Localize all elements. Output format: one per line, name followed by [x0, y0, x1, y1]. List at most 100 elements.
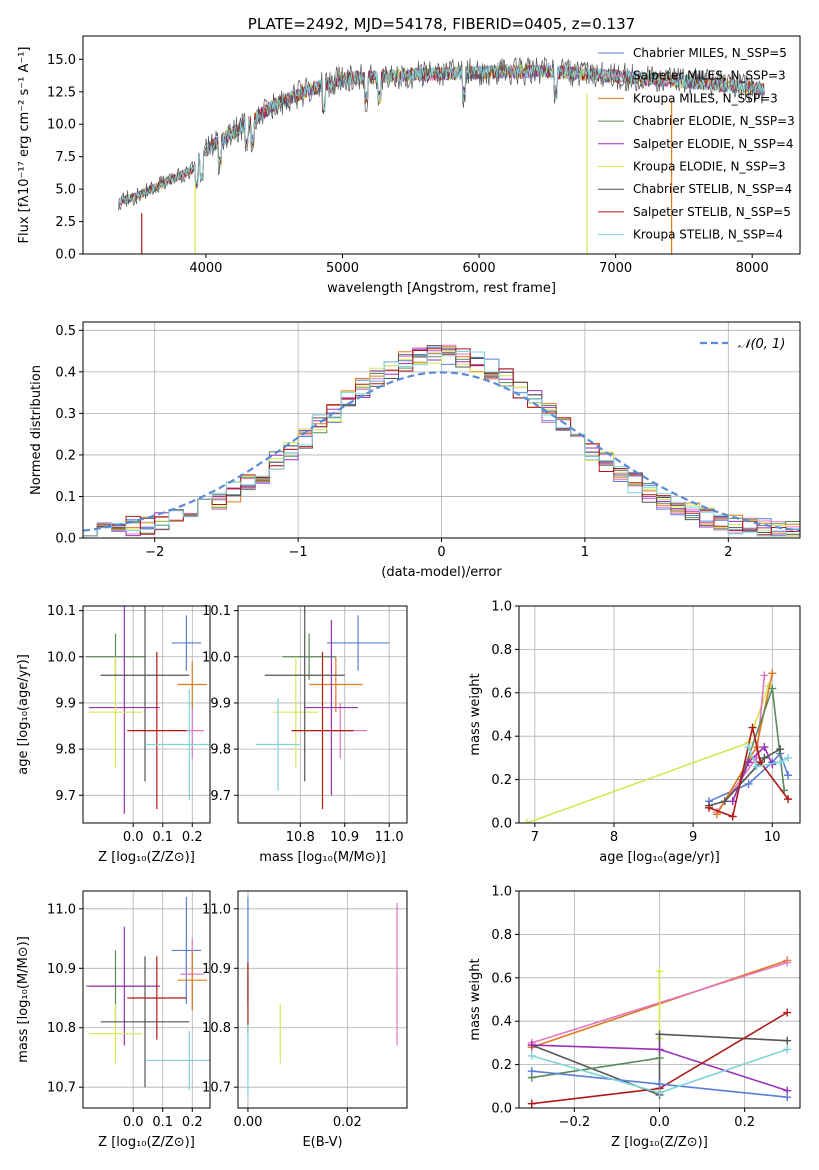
x-tick-label: 0.0 [649, 1115, 670, 1130]
x-tick-label: 11.0 [375, 830, 404, 845]
weight-marker [527, 1099, 536, 1108]
weight-marker [655, 1054, 664, 1063]
x-axis-label: (data-model)/error [381, 565, 502, 580]
y-tick-label: 10.8 [47, 1021, 76, 1036]
residuals-plot-area [83, 344, 800, 538]
spectrum-plot-area [118, 56, 765, 254]
x-tick-label: −2 [145, 545, 164, 560]
axes-frame [237, 890, 408, 1109]
spectrum-line-chabrier-stelib [118, 56, 765, 211]
weight-marker [783, 958, 792, 967]
weight-marker [655, 1030, 664, 1039]
weight-marker [760, 743, 769, 752]
y-tick-label: 10.1 [202, 604, 231, 619]
x-tick-label: −1 [289, 545, 308, 560]
y-tick-label: 11.0 [47, 902, 76, 917]
y-axis-label: mass weight [468, 958, 483, 1040]
legend-entry: Kroupa STELIB, N_SSP=4 [633, 228, 783, 242]
x-tick-label: 10.8 [286, 830, 315, 845]
y-tick-label: 10.7 [202, 1081, 231, 1096]
y-tick-label: 10.0 [47, 650, 76, 665]
y-tick-label: 0.3 [55, 407, 76, 422]
weight-marker [704, 803, 713, 812]
axes-frame [237, 605, 408, 824]
y-tick-label: 12.5 [47, 85, 76, 100]
legend-entry: Kroupa MILES, N_SSP=3 [633, 91, 778, 105]
x-tick-label: 0.02 [333, 1115, 362, 1130]
legend-entry: Kroupa ELODIE, N_SSP=3 [633, 160, 786, 174]
legend-entry: Chabrier STELIB, N_SSP=4 [633, 182, 792, 196]
weight-marker [655, 967, 664, 976]
axes-frame [518, 605, 801, 824]
y-tick-label: 9.7 [55, 789, 76, 804]
weight-line [708, 748, 781, 807]
x-tick-label: 8000 [736, 261, 769, 276]
y-tick-label: 0.8 [491, 643, 512, 658]
y-axis-label: Flux [fλ10⁻¹⁷ erg cm⁻² s⁻¹ A⁻¹] [17, 47, 32, 244]
x-tick-label: 4000 [189, 261, 222, 276]
x-axis-label: Z [log₁₀(Z/Z⊙)] [98, 1135, 195, 1150]
weight-line [531, 1057, 660, 1079]
x-tick-label: 8 [610, 830, 618, 845]
y-tick-label: 10.9 [47, 962, 76, 977]
y-tick-label: 0.0 [491, 817, 512, 832]
y-tick-label: 10.0 [47, 118, 76, 133]
x-axis-label: mass [log₁₀(M/M⊙)] [259, 850, 386, 865]
y-tick-label: 0.0 [55, 248, 76, 263]
y-tick-label: 0.4 [491, 730, 512, 745]
y-tick-label: 0.2 [491, 1058, 512, 1073]
y-tick-label: 9.8 [210, 743, 231, 758]
weight-marker [760, 753, 769, 762]
y-tick-label: 10.8 [202, 1021, 231, 1036]
y-tick-label: 10.1 [47, 604, 76, 619]
x-tick-label: 7 [531, 830, 539, 845]
weight_vs_age-panel: 7 8 9 10 0.0 0.2 0.4 0.6 0.8 1.0 age [log₁₀(age/yr… [468, 600, 801, 865]
y-tick-label: 0.0 [55, 532, 76, 547]
y-tick-label: 0.5 [55, 324, 76, 339]
x-tick-label: 0.0 [123, 830, 144, 845]
age_vs_Z-plot-area [85, 606, 210, 814]
age_vs_Z-panel: 0.0 0.1 0.2 9.7 9.8 9.9 10.0 10.1 Z [log₁₀(Z/Z⊙)… [16, 604, 211, 865]
legend-entry: Chabrier ELODIE, N_SSP=3 [633, 114, 795, 128]
y-tick-label: 0.6 [491, 686, 512, 701]
weight-marker [655, 1045, 664, 1054]
x-tick-label: 0.2 [182, 830, 203, 845]
mass_vs_ebv-plot-area [247, 896, 398, 1097]
y-tick-label: 10.7 [47, 1081, 76, 1096]
y-tick-label: 1.0 [491, 600, 512, 615]
age_vs_mass-panel: 10.8 10.9 11.0 9.7 9.8 9.9 10.0 10.1 mass [log₁₀… [202, 604, 408, 865]
mass_vs_ebv-panel: 0.00 0.02 10.7 10.8 10.9 11.0 E(B-V) [202, 890, 408, 1150]
weight-marker [522, 819, 531, 823]
y-tick-label: 1.0 [491, 885, 512, 900]
weight-marker [527, 1041, 536, 1050]
legend-entry: Salpeter MILES, N_SSP=3 [633, 69, 786, 83]
y-tick-label: 0.8 [491, 928, 512, 943]
weight-marker [744, 758, 753, 767]
weight-marker [783, 1045, 792, 1054]
weight-line [747, 746, 789, 768]
y-axis-label: age [log₁₀(age/yr)] [16, 654, 31, 775]
weight_vs_Z-panel: −0.2 0.0 0.2 0.0 0.2 0.4 0.6 0.8 1.0 Z [log₁₀(Z/Z… [468, 885, 801, 1150]
legend-entry: Chabrier MILES, N_SSP=5 [633, 46, 787, 60]
legend-entry: Salpeter STELIB, N_SSP=5 [633, 205, 791, 219]
axes-frame [82, 605, 211, 824]
weight-marker [748, 723, 757, 732]
x-tick-label: 5000 [326, 261, 359, 276]
weight-marker [776, 758, 785, 767]
y-axis-label: mass weight [468, 673, 483, 755]
x-tick-label: 0.00 [233, 1115, 262, 1130]
y-axis-label: Normed distribution [29, 365, 44, 495]
y-tick-label: 0.4 [491, 1015, 512, 1030]
legend-entry: 𝒩(0, 1) [738, 337, 785, 352]
weight-marker [756, 758, 765, 767]
x-tick-label: 1 [581, 545, 589, 560]
x-tick-label: 0 [437, 545, 445, 560]
x-tick-label: 10 [764, 830, 781, 845]
y-tick-label: 9.9 [210, 696, 231, 711]
weight-marker [776, 745, 785, 754]
weight-marker [784, 771, 793, 780]
x-tick-label: 0.2 [182, 1115, 203, 1130]
histogram-kroupa-stelib [83, 351, 800, 538]
y-tick-label: 0.2 [491, 773, 512, 788]
weight-marker [760, 671, 769, 680]
